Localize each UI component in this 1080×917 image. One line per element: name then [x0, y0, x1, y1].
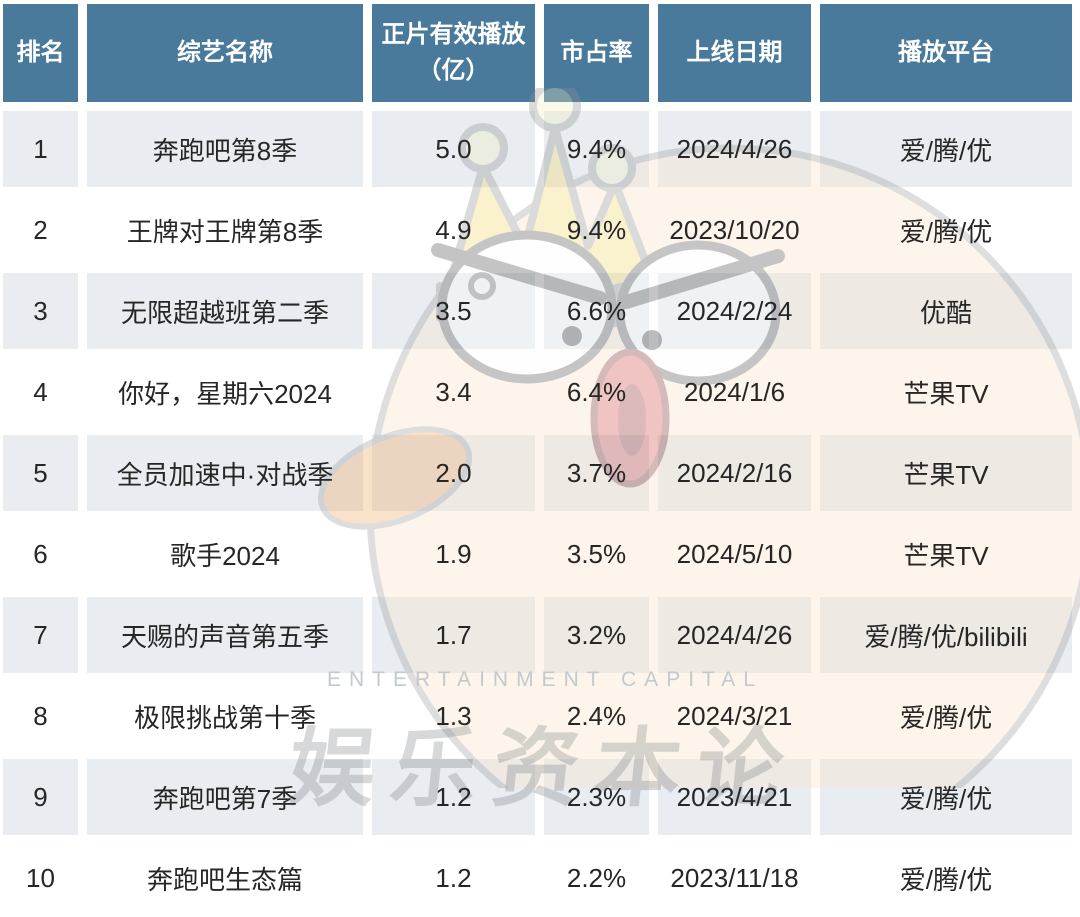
- show-name-cell: 歌手2024: [170, 540, 280, 571]
- table-row: 9 奔跑吧第7季 1.2 2.3% 2023/4/21 爱/腾/优: [3, 759, 1072, 835]
- market-share-cell: 6.6%: [544, 273, 649, 349]
- launch-date-cell: 2023/10/20: [669, 214, 800, 245]
- market-share-cell: 2.2%: [566, 862, 627, 893]
- rank-cell: 7: [3, 597, 78, 673]
- platform-cell: 爱/腾/优: [820, 111, 1072, 187]
- launch-date-cell: 2024/3/21: [676, 700, 793, 731]
- platform-cell: 芒果TV: [903, 378, 989, 409]
- market-share-cell: 9.4%: [544, 111, 649, 187]
- rank-cell: 5: [3, 435, 78, 511]
- market-share-cell: 3.5%: [566, 538, 627, 569]
- table-header-row: 排名 综艺名称 正片有效播放（亿） 市占率 上线日期 播放平台: [3, 4, 1072, 102]
- market-share-cell: 6.4%: [566, 376, 627, 407]
- table-row: 4 你好，星期六2024 3.4 6.4% 2024/1/6 芒果TV: [3, 354, 1072, 430]
- show-name-cell: 奔跑吧生态篇: [146, 864, 303, 895]
- platform-cell: 爱/腾/优: [899, 702, 993, 733]
- rank-cell: 1: [3, 111, 78, 187]
- table-row: 1 奔跑吧第8季 5.0 9.4% 2024/4/26 爱/腾/优: [3, 111, 1072, 187]
- rank-cell: 3: [3, 273, 78, 349]
- header-cell-launch-date: 上线日期: [658, 4, 811, 102]
- header-cell-show-name: 综艺名称: [87, 4, 363, 102]
- market-share-cell: 2.3%: [544, 759, 649, 835]
- rank-cell: 9: [3, 759, 78, 835]
- effective-plays-cell: 1.3: [435, 700, 472, 731]
- show-name-cell: 全员加速中·对战季: [87, 435, 363, 511]
- platform-cell: 爱/腾/优: [899, 216, 993, 247]
- platform-cell: 爱/腾/优: [899, 864, 993, 895]
- launch-date-cell: 2024/2/24: [658, 273, 811, 349]
- show-name-cell: 极限挑战第十季: [133, 702, 316, 733]
- table-row: 5 全员加速中·对战季 2.0 3.7% 2024/2/16 芒果TV: [3, 435, 1072, 511]
- show-name-cell: 你好，星期六2024: [118, 378, 332, 409]
- rank-cell: 8: [33, 700, 48, 731]
- rank-cell: 2: [33, 214, 48, 245]
- launch-date-cell: 2024/5/10: [676, 538, 793, 569]
- effective-plays-cell: 2.0: [372, 435, 535, 511]
- effective-plays-cell: 3.5: [372, 273, 535, 349]
- platform-cell: 芒果TV: [903, 540, 989, 571]
- header-cell-effective-plays: 正片有效播放（亿）: [372, 4, 535, 102]
- table-row: 6 歌手2024 1.9 3.5% 2024/5/10 芒果TV: [3, 516, 1072, 592]
- table-row: 10 奔跑吧生态篇 1.2 2.2% 2023/11/18 爱/腾/优: [3, 840, 1072, 916]
- table-row: 2 王牌对王牌第8季 4.9 9.4% 2023/10/20 爱/腾/优: [3, 192, 1072, 268]
- platform-cell: 优酷: [820, 273, 1072, 349]
- launch-date-cell: 2023/4/21: [658, 759, 811, 835]
- market-share-cell: 3.7%: [544, 435, 649, 511]
- platform-cell: 芒果TV: [820, 435, 1072, 511]
- header-cell-market-share: 市占率: [544, 4, 649, 102]
- show-name-cell: 天赐的声音第五季: [87, 597, 363, 673]
- effective-plays-cell: 1.7: [372, 597, 535, 673]
- platform-cell: 爱/腾/优: [820, 759, 1072, 835]
- show-name-cell: 奔跑吧第7季: [87, 759, 363, 835]
- header-cell-rank: 排名: [3, 4, 78, 102]
- table-row: 7 天赐的声音第五季 1.7 3.2% 2024/4/26 爱/腾/优/bili…: [3, 597, 1072, 673]
- launch-date-cell: 2024/4/26: [658, 111, 811, 187]
- launch-date-cell: 2024/2/16: [658, 435, 811, 511]
- launch-date-cell: 2024/1/6: [683, 376, 786, 407]
- table-body: 1 奔跑吧第8季 5.0 9.4% 2024/4/26 爱/腾/优 2 王牌对王…: [3, 111, 1072, 916]
- effective-plays-cell: 4.9: [435, 214, 472, 245]
- effective-plays-cell: 3.4: [435, 376, 472, 407]
- launch-date-cell: 2024/4/26: [658, 597, 811, 673]
- table-row: 8 极限挑战第十季 1.3 2.4% 2024/3/21 爱/腾/优: [3, 678, 1072, 754]
- table-row: 3 无限超越班第二季 3.5 6.6% 2024/2/24 优酷: [3, 273, 1072, 349]
- show-name-cell: 无限超越班第二季: [87, 273, 363, 349]
- effective-plays-cell: 1.9: [435, 538, 472, 569]
- rank-cell: 4: [33, 376, 48, 407]
- show-name-cell: 王牌对王牌第8季: [126, 216, 324, 247]
- market-share-cell: 3.2%: [544, 597, 649, 673]
- launch-date-cell: 2023/11/18: [670, 862, 799, 893]
- effective-plays-cell: 5.0: [372, 111, 535, 187]
- rank-cell: 10: [26, 862, 55, 893]
- platform-cell: 爱/腾/优/bilibili: [820, 597, 1072, 673]
- header-cell-platform: 播放平台: [820, 4, 1072, 102]
- market-share-cell: 2.4%: [566, 700, 627, 731]
- rank-cell: 6: [33, 538, 48, 569]
- show-name-cell: 奔跑吧第8季: [87, 111, 363, 187]
- market-share-cell: 9.4%: [566, 214, 627, 245]
- effective-plays-cell: 1.2: [435, 862, 472, 893]
- effective-plays-cell: 1.2: [372, 759, 535, 835]
